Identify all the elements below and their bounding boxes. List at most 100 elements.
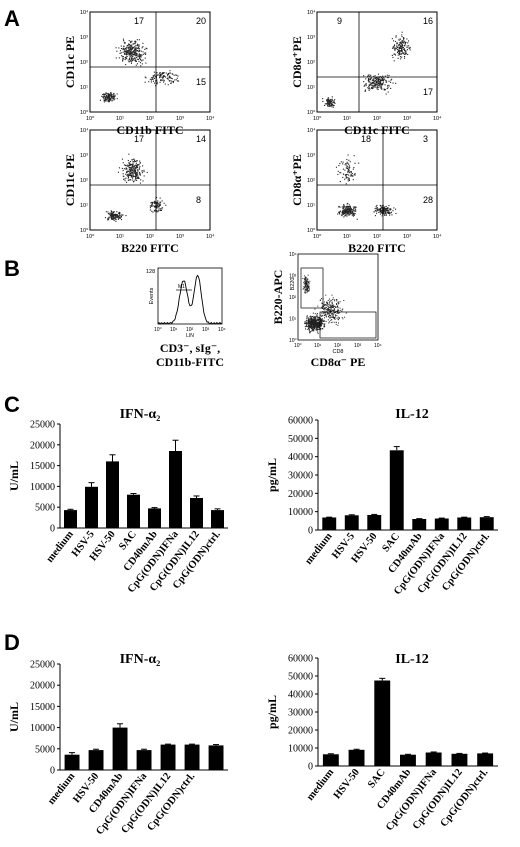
event-dot [354, 208, 356, 210]
event-dot [351, 211, 353, 213]
event-dot [347, 169, 349, 171]
event-dot [113, 95, 115, 97]
event-dot [112, 98, 114, 100]
event-dot [119, 217, 121, 219]
event-dot [356, 218, 358, 220]
event-dot [123, 58, 125, 60]
event-dot [346, 161, 348, 163]
event-dot [313, 322, 315, 324]
event-dot [333, 313, 335, 315]
event-dot [124, 57, 126, 59]
event-dot [128, 176, 130, 178]
event-dot [175, 74, 177, 76]
event-dot [111, 214, 113, 216]
event-dot [135, 170, 137, 172]
event-dot [400, 38, 402, 40]
event-dot [123, 45, 125, 47]
event-dot [138, 51, 140, 53]
event-dot [317, 324, 319, 326]
event-dot [404, 57, 406, 59]
event-dot [321, 320, 322, 322]
event-dot [336, 299, 338, 301]
y-tick-label: 10³ [307, 153, 315, 159]
event-dot [332, 309, 334, 311]
event-dot [110, 96, 112, 98]
event-dot [374, 77, 376, 79]
event-dot [334, 102, 336, 104]
event-dot [151, 202, 153, 204]
event-dot [138, 58, 140, 60]
y-tick-label: 10000 [30, 723, 55, 734]
event-dot [156, 207, 158, 209]
event-dot [304, 290, 306, 292]
event-dot [131, 61, 133, 63]
event-dot [326, 309, 328, 311]
event-dot [385, 214, 387, 216]
event-dot [393, 45, 395, 47]
event-dot [320, 329, 322, 331]
event-dot [386, 208, 388, 210]
event-dot [387, 210, 389, 212]
chart-title: IL-12 [395, 652, 428, 667]
event-dot [114, 217, 116, 219]
event-dot [376, 204, 378, 206]
event-dot [354, 213, 356, 215]
event-dot [113, 215, 115, 217]
event-dot [329, 301, 331, 303]
event-dot [381, 87, 383, 89]
event-dot [307, 321, 309, 323]
y-tick-label: 30000 [288, 471, 313, 482]
quadrant-upper-left: 17 [134, 134, 144, 144]
event-dot [140, 65, 142, 67]
event-dot [347, 206, 349, 208]
event-dot [342, 163, 344, 165]
event-dot [311, 318, 313, 319]
event-dot [308, 282, 310, 283]
event-dot [137, 56, 139, 58]
event-dot [130, 57, 132, 59]
event-dot [381, 79, 383, 81]
event-dot [339, 211, 341, 213]
event-dot [355, 210, 357, 212]
event-dot [398, 50, 400, 52]
bar [479, 517, 494, 530]
event-dot [389, 214, 391, 216]
event-dot [307, 281, 309, 283]
event-dot [141, 54, 143, 56]
event-dot [375, 81, 377, 83]
event-dot [321, 312, 323, 314]
event-dot [332, 299, 334, 301]
event-dot [323, 323, 325, 325]
event-dot [332, 313, 334, 315]
event-dot [157, 204, 159, 206]
event-dot [312, 322, 314, 323]
event-dot [388, 205, 390, 207]
y-tick-label: 10000 [288, 507, 313, 518]
event-dot [303, 281, 305, 283]
event-dot [133, 50, 135, 52]
event-dot [311, 327, 313, 329]
event-dot [142, 180, 144, 182]
event-dot [119, 215, 121, 217]
event-dot [348, 179, 350, 181]
event-dot [404, 43, 406, 45]
dot-plot: 17 14810⁰10⁰10¹10¹10²10²10³10³10⁴10⁴CD11c… [63, 127, 215, 255]
event-dot [320, 322, 322, 324]
event-dot [331, 309, 333, 311]
event-dot [129, 47, 131, 49]
event-dot [379, 85, 381, 87]
bar [148, 508, 161, 528]
event-dot [125, 177, 127, 179]
event-dot [137, 172, 139, 174]
event-dot [132, 54, 134, 56]
event-dot [317, 333, 319, 335]
event-dot [129, 51, 131, 53]
event-dot [351, 210, 353, 212]
event-dot [382, 83, 384, 85]
event-dot [152, 211, 154, 213]
event-dot [395, 35, 397, 37]
event-dot [156, 206, 158, 208]
event-dot [317, 327, 318, 328]
event-dot [353, 155, 355, 157]
event-dot [317, 328, 319, 330]
